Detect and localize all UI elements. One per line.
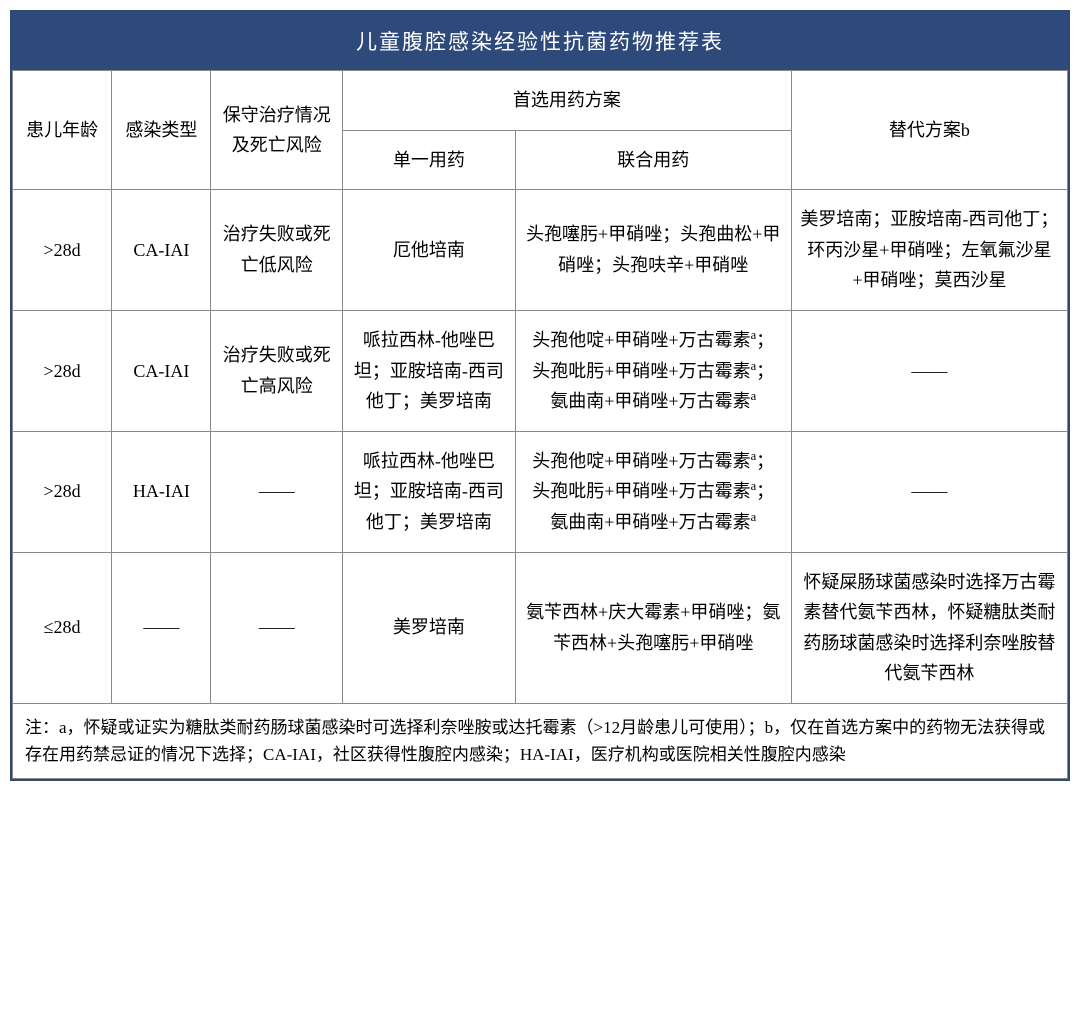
- table-header: 患儿年龄 感染类型 保守治疗情况及死亡风险 首选用药方案 替代方案b 单一用药 …: [13, 71, 1068, 190]
- header-risk: 保守治疗情况及死亡风险: [211, 71, 343, 190]
- cell-age: >28d: [13, 310, 112, 431]
- header-combo: 联合用药: [515, 130, 791, 190]
- cell-mono: 哌拉西林-他唑巴坦；亚胺培南-西司他丁；美罗培南: [343, 431, 516, 552]
- header-age: 患儿年龄: [13, 71, 112, 190]
- cell-type: CA-IAI: [112, 310, 211, 431]
- cell-mono: 哌拉西林-他唑巴坦；亚胺培南-西司他丁；美罗培南: [343, 310, 516, 431]
- table-row: >28d CA-IAI 治疗失败或死亡低风险 厄他培南 头孢噻肟+甲硝唑；头孢曲…: [13, 190, 1068, 311]
- header-mono: 单一用药: [343, 130, 516, 190]
- cell-type: HA-IAI: [112, 431, 211, 552]
- recommendation-table-container: 儿童腹腔感染经验性抗菌药物推荐表 患儿年龄 感染类型 保守治疗情况及死亡风险 首…: [10, 10, 1070, 781]
- cell-risk: ——: [211, 431, 343, 552]
- header-preferred-group: 首选用药方案: [343, 71, 792, 131]
- cell-type: CA-IAI: [112, 190, 211, 311]
- table-body: >28d CA-IAI 治疗失败或死亡低风险 厄他培南 头孢噻肟+甲硝唑；头孢曲…: [13, 190, 1068, 779]
- footnote-row: 注：a，怀疑或证实为糖肽类耐药肠球菌感染时可选择利奈唑胺或达托霉素（>12月龄患…: [13, 703, 1068, 778]
- cell-age: >28d: [13, 190, 112, 311]
- header-alt: 替代方案b: [791, 71, 1067, 190]
- table-row: >28d HA-IAI —— 哌拉西林-他唑巴坦；亚胺培南-西司他丁；美罗培南 …: [13, 431, 1068, 552]
- table-title: 儿童腹腔感染经验性抗菌药物推荐表: [12, 12, 1068, 70]
- footnote: 注：a，怀疑或证实为糖肽类耐药肠球菌感染时可选择利奈唑胺或达托霉素（>12月龄患…: [13, 703, 1068, 778]
- table-row: >28d CA-IAI 治疗失败或死亡高风险 哌拉西林-他唑巴坦；亚胺培南-西司…: [13, 310, 1068, 431]
- cell-combo: 头孢他啶+甲硝唑+万古霉素a；头孢吡肟+甲硝唑+万古霉素a；氨曲南+甲硝唑+万古…: [515, 431, 791, 552]
- cell-risk: 治疗失败或死亡低风险: [211, 190, 343, 311]
- cell-alt: ——: [791, 431, 1067, 552]
- cell-mono: 美罗培南: [343, 552, 516, 703]
- recommendation-table: 患儿年龄 感染类型 保守治疗情况及死亡风险 首选用药方案 替代方案b 单一用药 …: [12, 70, 1068, 779]
- cell-alt: 美罗培南；亚胺培南-西司他丁；环丙沙星+甲硝唑；左氧氟沙星+甲硝唑；莫西沙星: [791, 190, 1067, 311]
- cell-mono: 厄他培南: [343, 190, 516, 311]
- cell-risk: ——: [211, 552, 343, 703]
- cell-age: >28d: [13, 431, 112, 552]
- cell-alt: ——: [791, 310, 1067, 431]
- cell-combo: 头孢他啶+甲硝唑+万古霉素a；头孢吡肟+甲硝唑+万古霉素a；氨曲南+甲硝唑+万古…: [515, 310, 791, 431]
- cell-combo: 氨苄西林+庆大霉素+甲硝唑；氨苄西林+头孢噻肟+甲硝唑: [515, 552, 791, 703]
- cell-alt: 怀疑屎肠球菌感染时选择万古霉素替代氨苄西林，怀疑糖肽类耐药肠球菌感染时选择利奈唑…: [791, 552, 1067, 703]
- cell-combo: 头孢噻肟+甲硝唑；头孢曲松+甲硝唑；头孢呋辛+甲硝唑: [515, 190, 791, 311]
- header-type: 感染类型: [112, 71, 211, 190]
- cell-type: ——: [112, 552, 211, 703]
- cell-risk: 治疗失败或死亡高风险: [211, 310, 343, 431]
- table-row: ≤28d —— —— 美罗培南 氨苄西林+庆大霉素+甲硝唑；氨苄西林+头孢噻肟+…: [13, 552, 1068, 703]
- cell-age: ≤28d: [13, 552, 112, 703]
